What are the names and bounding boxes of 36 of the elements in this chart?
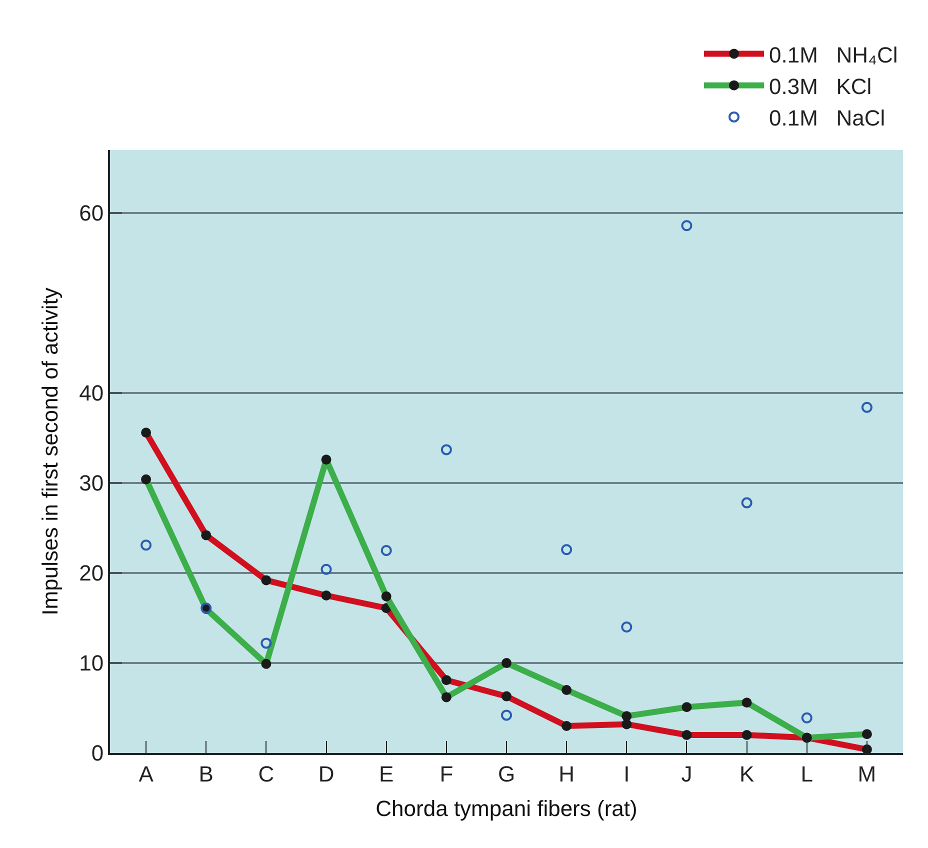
- x-tick-label: G: [498, 761, 516, 786]
- x-tick-label: L: [800, 761, 814, 786]
- y-tick-label: 10: [79, 650, 104, 676]
- point: [741, 497, 752, 508]
- x-tick-label: M: [858, 761, 876, 786]
- point: [801, 712, 812, 724]
- y-tick-label: 20: [79, 560, 104, 586]
- legend-label: 0.3M KCl: [769, 74, 872, 99]
- point: [380, 545, 392, 556]
- x-tick-label: K: [739, 761, 754, 786]
- y-tick-label: 30: [79, 470, 104, 496]
- x-tick-label: D: [318, 761, 334, 786]
- x-tick-label: H: [558, 761, 575, 786]
- point: [681, 220, 692, 232]
- point: [440, 444, 452, 456]
- point: [621, 622, 632, 632]
- y-tick-label: 60: [79, 200, 104, 226]
- point: [501, 710, 512, 721]
- x-tick-label: I: [624, 761, 630, 786]
- x-tick-label: C: [258, 761, 274, 786]
- point: [260, 638, 272, 649]
- y-tick-label: 0: [91, 740, 104, 766]
- point: [561, 544, 572, 556]
- x-tick-label: F: [440, 761, 454, 786]
- y-tick-label: 40: [79, 380, 104, 406]
- x-tick-label: J: [681, 761, 692, 786]
- x-tick-label: E: [379, 761, 394, 786]
- point: [861, 402, 872, 413]
- legend-label: 0.1M NaCl: [769, 106, 886, 131]
- point: [140, 540, 152, 551]
- legend-label: 0.1M NH₄Cl: [769, 42, 898, 68]
- x-tick-label: B: [198, 761, 214, 786]
- point: [320, 564, 332, 575]
- y-axis-title: Impulses in first second of activity: [37, 288, 62, 616]
- x-tick-label: A: [138, 761, 154, 786]
- x-axis-title: Chorda tympani fibers (rat): [376, 796, 638, 821]
